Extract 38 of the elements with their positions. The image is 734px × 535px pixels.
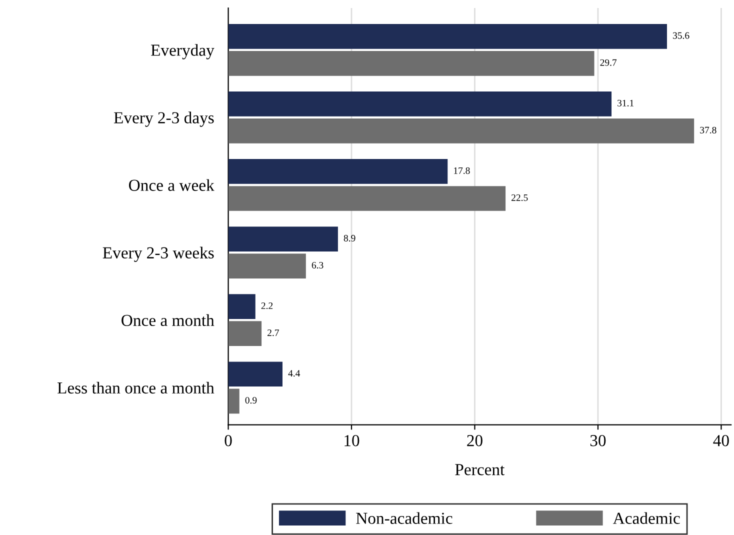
y-tick-label: Once a week [129, 179, 214, 191]
bar [228, 24, 667, 49]
data-label: 4.4 [288, 370, 300, 377]
data-label: 29.7 [600, 59, 617, 66]
bar [228, 254, 306, 278]
bar [228, 159, 448, 184]
data-label: 35.6 [673, 32, 690, 39]
bar [228, 118, 694, 144]
x-tick-label: 20 [467, 434, 482, 446]
legend-label: Non-academic [356, 512, 452, 524]
data-label: 6.3 [312, 262, 324, 269]
bar [228, 388, 240, 414]
x-axis-title: Percent [455, 464, 505, 476]
data-label: 2.7 [268, 330, 279, 336]
bar [228, 362, 282, 387]
y-tick-label: Every 2-3 weeks [102, 246, 214, 262]
data-label: 31.1 [618, 100, 634, 106]
data-label: 8.9 [344, 234, 356, 242]
data-label: 0.9 [245, 397, 257, 404]
x-tick-label: 30 [590, 434, 606, 446]
bar [228, 92, 612, 116]
data-label: 22.5 [512, 194, 528, 201]
bar [228, 294, 256, 320]
data-label: 2.2 [261, 302, 273, 310]
data-label: 17.8 [454, 167, 470, 174]
legend-label: Academic [612, 512, 680, 524]
y-tick-label: Once a month [122, 314, 214, 326]
x-tick-label: 10 [344, 434, 360, 446]
bar [228, 321, 262, 346]
bar [228, 50, 594, 76]
x-tick-label: 40 [713, 434, 729, 446]
bar [228, 226, 338, 252]
y-tick-label: Less than once a month [57, 382, 214, 394]
bar [228, 186, 506, 211]
y-tick-label: Every 2-3 days [114, 112, 214, 127]
y-tick-label: Everyday [151, 44, 214, 60]
x-tick-label: 0 [224, 434, 232, 446]
data-label: 37.8 [700, 126, 716, 134]
